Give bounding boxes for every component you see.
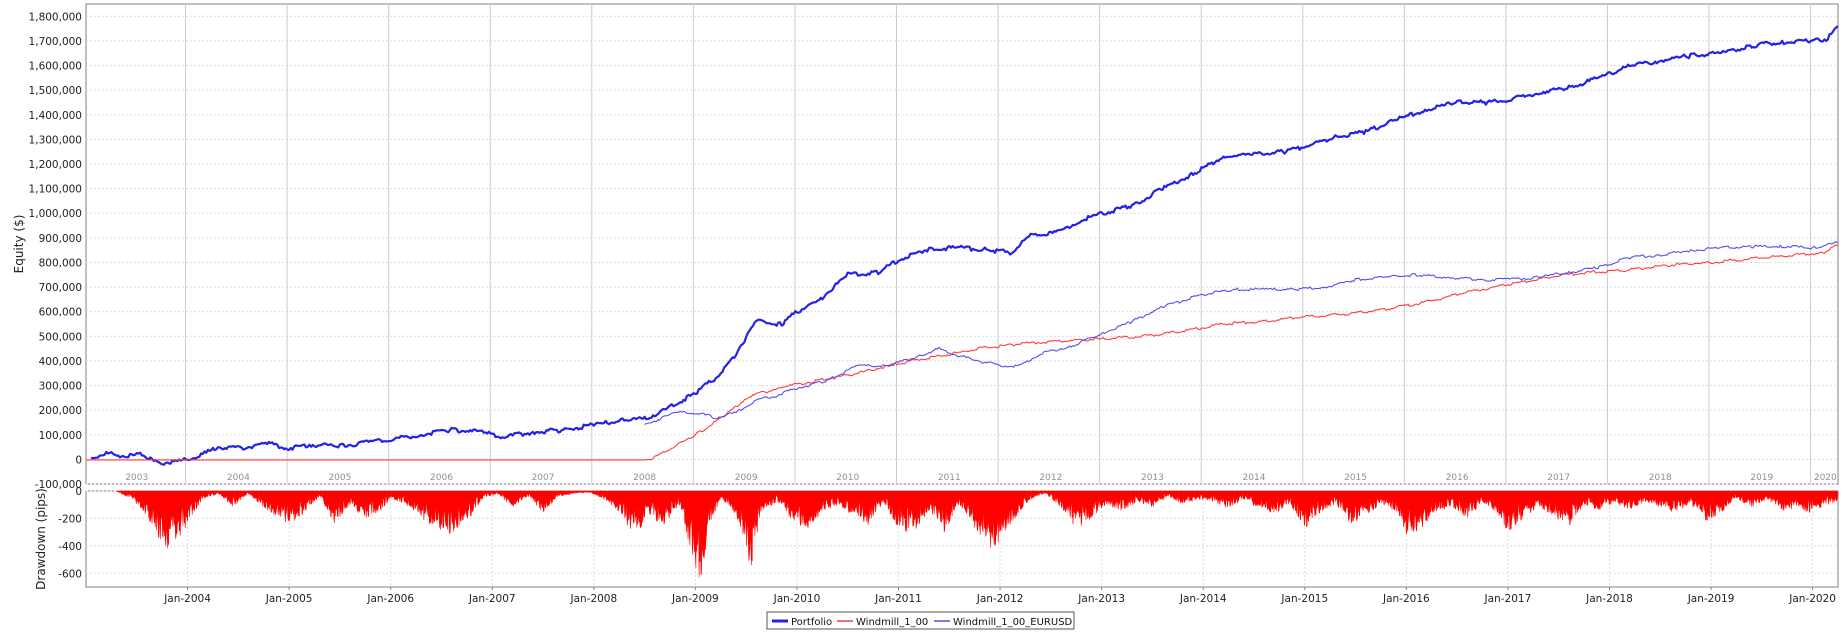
drawdown-x-tick-label: Jan-2014 (1179, 593, 1227, 605)
legend-item-portfolio: Portfolio (772, 617, 832, 628)
equity-y-tick-label: 1,100,000 (29, 184, 82, 196)
equity-y-tick-label: 300,000 (39, 381, 82, 393)
year-band-label: 2015 (1344, 473, 1367, 483)
drawdown-y-tick-labels: -600 -400 -200 0 (58, 486, 82, 580)
legend-label: Windmill_1_00 (856, 617, 928, 628)
equity-y-tick-label: 200,000 (39, 405, 82, 417)
equity-y-tick-label: 800,000 (39, 257, 82, 269)
equity-y-tick-label: 1,600,000 (29, 61, 82, 73)
year-band-lines (185, 4, 1812, 484)
equity-y-tick-label: 1,800,000 (29, 11, 82, 23)
drawdown-x-tick-label: Jan-2012 (976, 593, 1024, 605)
year-band-labels: 2003 2004 2005 2006 2007 2008 2009 2010 2011 2012… (125, 473, 1837, 483)
drawdown-x-tick-label: Jan-2004 (163, 593, 211, 605)
year-band-label: 2013 (1141, 473, 1164, 483)
drawdown-x-tick-label: Jan-2017 (1484, 593, 1532, 605)
equity-y-tick-label: 900,000 (39, 233, 82, 245)
equity-grid (86, 15, 1838, 485)
equity-y-tick-label: 1,200,000 (29, 159, 82, 171)
drawdown-x-tick-label: Jan-2009 (671, 593, 719, 605)
equity-y-tick-label: 500,000 (39, 331, 82, 343)
drawdown-x-tick-label: Jan-2015 (1280, 593, 1328, 605)
drawdown-x-tick-label: Jan-2011 (874, 593, 922, 605)
drawdown-x-tick-label: Jan-2020 (1788, 593, 1836, 605)
drawdown-x-tick-label: Jan-2010 (773, 593, 821, 605)
equity-y-tick-label: 1,000,000 (29, 208, 82, 220)
equity-y-tick-label: 400,000 (39, 356, 82, 368)
year-band-label: 2014 (1243, 473, 1266, 483)
drawdown-y-axis-label: Drawdown (pips) (34, 488, 48, 590)
year-band-label: 2018 (1649, 473, 1672, 483)
year-band-label: 2011 (938, 473, 961, 483)
year-band-label: 2008 (633, 473, 656, 483)
equity-y-tick-label: 1,700,000 (29, 36, 82, 48)
legend-item-windmill-1-00-eurusd: Windmill_1_00_EURUSD (934, 617, 1073, 628)
drawdown-x-tick-label: Jan-2005 (265, 593, 313, 605)
year-band-label: 2006 (430, 473, 453, 483)
series-line-windmill-1-00 (86, 244, 1839, 461)
equity-y-tick-label: 1,500,000 (29, 85, 82, 97)
drawdown-y-tick-label: -400 (58, 541, 82, 553)
drawdown-series (116, 490, 1838, 578)
year-band-label: 2016 (1446, 473, 1469, 483)
legend: Portfolio Windmill_1_00 Windmill_1_00_EU… (766, 611, 1075, 630)
series-line-windmill-1-00-eurusd (644, 241, 1839, 425)
drawdown-x-tick-labels: Jan-2004 Jan-2005 Jan-2006 Jan-2007 Jan-2008… (163, 587, 1836, 605)
year-band-label: 2019 (1750, 473, 1773, 483)
drawdown-x-tick-label: Jan-2006 (366, 593, 414, 605)
drawdown-y-tick-label: 0 (75, 486, 82, 498)
equity-y-tick-label: 1,300,000 (29, 134, 82, 146)
equity-y-tick-label: 700,000 (39, 282, 82, 294)
equity-y-tick-label: 100,000 (39, 430, 82, 442)
drawdown-x-tick-label: Jan-2007 (468, 593, 516, 605)
drawdown-x-tick-label: Jan-2018 (1585, 593, 1633, 605)
drawdown-y-tick-label: -600 (58, 568, 82, 580)
year-band-label: 2009 (735, 473, 758, 483)
legend-label: Portfolio (791, 617, 832, 628)
equity-plot-area (85, 3, 1839, 485)
equity-y-tick-label: -100,000 (35, 479, 82, 491)
year-band-label: 2004 (227, 473, 250, 483)
drawdown-x-tick-label: Jan-2016 (1382, 593, 1430, 605)
year-band-label: 2007 (532, 473, 555, 483)
year-band-label: 2020 (1814, 473, 1837, 483)
equity-panel: 2003 2004 2005 2006 2007 2008 2009 2010 2011 2012… (12, 3, 1839, 491)
equity-y-tick-labels: -100,000 0 100,000 200,000 300,000 400,000 500… (29, 11, 82, 491)
drawdown-y-tick-label: -200 (58, 513, 82, 525)
equity-series (86, 25, 1839, 466)
equity-y-tick-label: 1,400,000 (29, 110, 82, 122)
drawdown-x-tick-label: Jan-2008 (569, 593, 617, 605)
year-band-label: 2003 (125, 473, 148, 483)
legend-item-windmill-1-00: Windmill_1_00 (837, 617, 928, 628)
equity-y-tick-label: 600,000 (39, 307, 82, 319)
legend-box (766, 611, 1075, 630)
year-band-label: 2010 (836, 473, 859, 483)
year-band-label: 2012 (1039, 473, 1062, 483)
drawdown-x-tick-label: Jan-2019 (1687, 593, 1735, 605)
equity-y-tick-label: 0 (75, 454, 82, 466)
drawdown-x-tick-label: Jan-2013 (1077, 593, 1125, 605)
series-line-portfolio (90, 25, 1839, 466)
equity-y-axis-label: Equity ($) (12, 215, 26, 274)
legend-label: Windmill_1_00_EURUSD (953, 617, 1073, 628)
drawdown-area (116, 490, 1838, 578)
year-band-label: 2005 (328, 473, 351, 483)
year-band-label: 2017 (1547, 473, 1570, 483)
